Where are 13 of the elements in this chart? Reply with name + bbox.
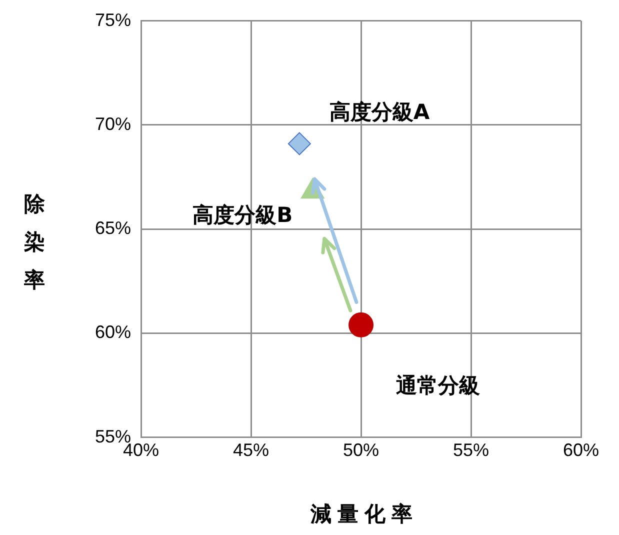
x-tick-label: 55% (452, 440, 490, 460)
x-tick-label: 60% (562, 440, 600, 460)
series-label: 高度分級B (192, 203, 293, 228)
y-axis-title: 除染率 (24, 191, 46, 294)
x-tick-label: 50% (343, 440, 380, 460)
y-tick-label: 70% (94, 114, 132, 134)
text: 通常分級 (395, 373, 480, 398)
series-label: 高度分級A (329, 100, 430, 124)
y-tick-label: 60% (94, 322, 132, 342)
y-tick-label: 65% (94, 218, 132, 238)
x-axis-title: 減量化率 (309, 501, 420, 528)
y-tick-label: 75% (94, 10, 132, 30)
x-tick-label: 45% (233, 440, 270, 460)
